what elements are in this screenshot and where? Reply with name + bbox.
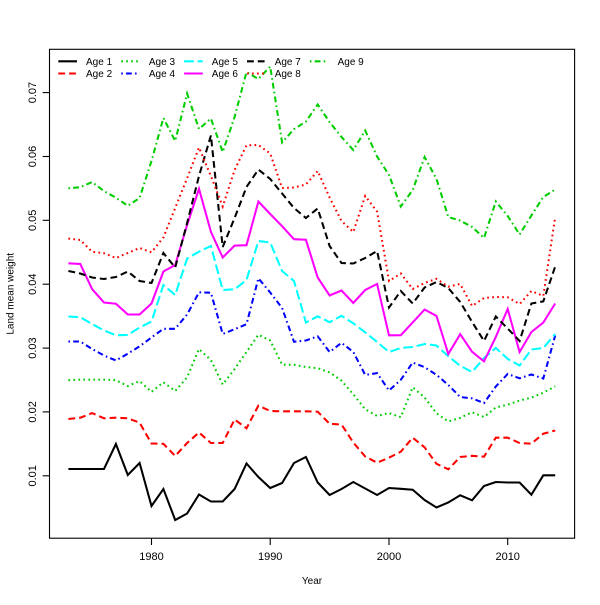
svg-text:2000: 2000 (377, 551, 401, 563)
svg-text:Age 1: Age 1 (86, 57, 113, 68)
svg-text:0.05: 0.05 (27, 210, 39, 231)
svg-text:0.01: 0.01 (27, 465, 39, 486)
svg-text:Age 6: Age 6 (212, 69, 239, 80)
svg-text:Age 5: Age 5 (212, 57, 239, 68)
svg-text:Year: Year (302, 576, 323, 587)
svg-text:Age 8: Age 8 (275, 69, 302, 80)
svg-text:1990: 1990 (258, 551, 282, 563)
svg-text:1980: 1980 (139, 551, 163, 563)
svg-text:Land mean weight: Land mean weight (6, 253, 17, 335)
svg-text:Age 7: Age 7 (275, 57, 302, 68)
svg-text:2010: 2010 (495, 551, 519, 563)
svg-text:0.06: 0.06 (27, 146, 39, 167)
svg-text:Age 4: Age 4 (149, 69, 176, 80)
svg-text:0.04: 0.04 (27, 273, 39, 294)
svg-text:Age 3: Age 3 (149, 57, 176, 68)
svg-text:Age 2: Age 2 (86, 69, 113, 80)
svg-text:0.02: 0.02 (27, 401, 39, 422)
svg-text:0.07: 0.07 (27, 82, 39, 103)
svg-text:Age 9: Age 9 (338, 57, 365, 68)
svg-text:0.03: 0.03 (27, 337, 39, 358)
